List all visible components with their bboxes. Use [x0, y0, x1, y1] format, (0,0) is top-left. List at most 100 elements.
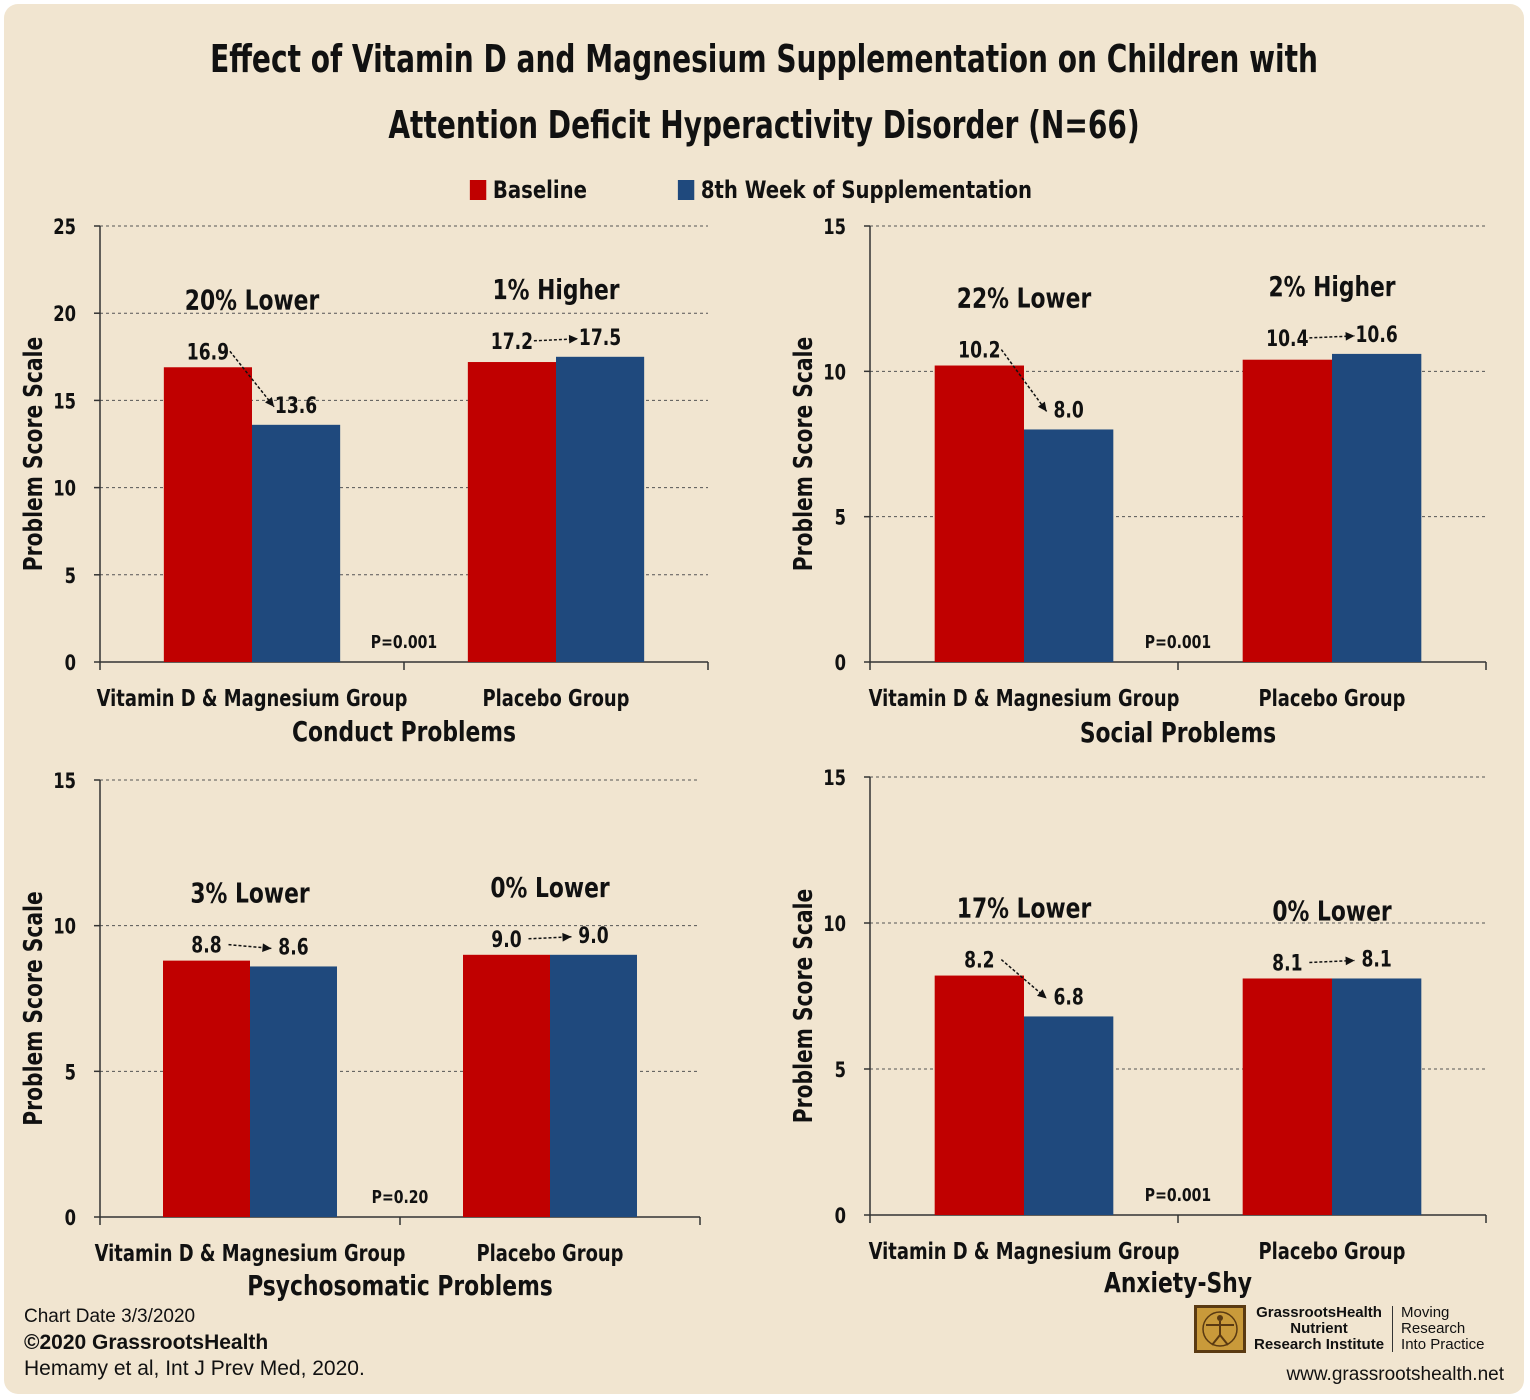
change-arrowhead [568, 334, 579, 344]
y-tick-label: 5 [65, 565, 76, 588]
y-tick-label: 10 [53, 916, 76, 939]
chart-date: Chart Date 3/3/2020 [24, 1306, 196, 1327]
change-label: 20% Lower [185, 284, 320, 316]
change-arrow [229, 350, 275, 408]
panel-title: Anxiety-Shy [1104, 1266, 1252, 1298]
change-label: 0% Lower [1272, 895, 1392, 927]
y-tick-label: 0 [65, 1207, 76, 1230]
chart-title: Effect of Vitamin D and Magnesium Supple… [141, 26, 1387, 158]
y-tick-label: 10 [823, 361, 846, 384]
category-label: Placebo Group [1258, 1238, 1405, 1265]
data-label-baseline: 8.2 [964, 947, 994, 973]
y-tick-label: 15 [823, 767, 846, 790]
change-arrowhead [265, 397, 275, 407]
change-arrowhead [1345, 956, 1355, 966]
change-label: 1% Higher [492, 273, 620, 305]
panel-title: Conduct Problems [292, 715, 516, 747]
data-label-week8: 9.0 [578, 923, 608, 949]
y-axis-label: Problem Score Scale [789, 337, 819, 571]
logo-name-line-3: Research Institute [1254, 1336, 1385, 1353]
y-tick-label: 0 [835, 652, 846, 675]
y-tick-label: 20 [53, 303, 76, 326]
change-arrowhead [1345, 331, 1355, 341]
title-line-2: Attention Deficit Hyperactivity Disorder… [388, 103, 1140, 147]
change-arrowhead [1037, 401, 1047, 412]
panel-social-problems: 0 5 10 15 Problem Score Scale 10.2 8.0 22% Lowe… [789, 216, 1487, 749]
legend: Baseline 8th Week of Supplementation [4, 170, 1524, 210]
title-line-1: Effect of Vitamin D and Magnesium Supple… [210, 37, 1318, 81]
data-label-week8: 8.0 [1053, 397, 1083, 423]
change-label: 17% Lower [957, 892, 1092, 924]
citation: Hemamy et al, Int J Prev Med, 2020. [24, 1357, 365, 1380]
panel-conduct-problems: 0 5 10 15 20 25 Problem Score Scale 16.9 13.6 20%… [19, 216, 709, 748]
legend-item-baseline: Baseline [469, 176, 587, 204]
bar-baseline-placebo [1242, 978, 1332, 1215]
grassrootshealth-logo: GrassrootsHealth Nutrient Research Insti… [1194, 1302, 1514, 1356]
bar-baseline-vitd-mg [163, 367, 252, 662]
footer-credits: Chart Date 3/3/2020 ©2020 GrassrootsHeal… [24, 1304, 365, 1382]
p-value-label: P=0.20 [372, 1186, 429, 1207]
data-label-week8: 10.6 [1355, 322, 1397, 348]
chart-frame: Effect of Vitamin D and Magnesium Supple… [4, 4, 1524, 1394]
change-arrowhead [562, 932, 572, 942]
legend-swatch-baseline [469, 180, 486, 200]
logo-tagline-line-1: Moving [1401, 1304, 1450, 1321]
category-label: Vitamin D & Magnesium Group [95, 1240, 406, 1267]
bar-baseline-placebo [467, 362, 556, 662]
change-arrowhead [262, 943, 272, 952]
panel-title: Social Problems [1080, 716, 1276, 748]
category-label: Vitamin D & Magnesium Group [97, 685, 408, 712]
category-label: Placebo Group [1258, 685, 1405, 712]
bar-baseline-placebo [463, 954, 550, 1217]
legend-label-week8: 8th Week of Supplementation [701, 176, 1033, 204]
data-label-week8: 8.6 [278, 934, 308, 960]
change-label: 2% Higher [1268, 270, 1396, 302]
bar-baseline-vitd-mg [934, 365, 1024, 662]
logo-name-line-2: Nutrient [1290, 1320, 1348, 1337]
bar-week8-vitd-mg [250, 966, 337, 1217]
bar-week8-vitd-mg [1024, 1016, 1114, 1215]
category-label: Placebo Group [482, 685, 629, 712]
change-label: 22% Lower [957, 282, 1092, 314]
logo-tagline: Moving Research Into Practice [1401, 1305, 1484, 1353]
p-value-label: P=0.001 [1145, 1184, 1211, 1205]
change-arrow [1000, 349, 1048, 412]
y-tick-label: 10 [53, 478, 76, 501]
y-tick-label: 0 [65, 652, 76, 675]
data-label-baseline: 17.2 [491, 329, 533, 355]
logo-name: GrassrootsHealth Nutrient Research Insti… [1254, 1305, 1384, 1353]
y-axis-label: Problem Score Scale [789, 889, 819, 1123]
data-label-baseline: 10.2 [958, 337, 1000, 363]
vitruvian-logo-icon [1194, 1305, 1246, 1353]
legend-item-week8: 8th Week of Supplementation [678, 176, 1033, 204]
copyright: ©2020 GrassrootsHealth [24, 1331, 269, 1354]
bar-week8-placebo [1332, 978, 1422, 1215]
logo-tagline-line-2: Research [1401, 1320, 1466, 1337]
category-label: Vitamin D & Magnesium Group [869, 1238, 1180, 1265]
data-label-week8: 8.1 [1361, 946, 1391, 972]
data-label-week8: 13.6 [275, 393, 317, 419]
bar-baseline-vitd-mg [934, 975, 1024, 1215]
bar-week8-placebo [556, 356, 645, 662]
y-tick-label: 15 [53, 770, 76, 793]
data-label-baseline: 10.4 [1266, 326, 1308, 352]
data-label-baseline: 16.9 [187, 339, 229, 365]
y-tick-label: 25 [53, 216, 76, 239]
panel-psychosomatic-problems: 0 5 10 15 Problem Score Scale 8.8 8.6 3% Lower V… [19, 770, 701, 1302]
data-label-baseline: 8.8 [191, 933, 221, 959]
logo-tagline-line-3: Into Practice [1401, 1336, 1485, 1353]
data-label-baseline: 9.0 [491, 927, 521, 953]
bar-week8-vitd-mg [1024, 429, 1114, 662]
y-tick-label: 5 [835, 1059, 846, 1082]
category-label: Vitamin D & Magnesium Group [869, 685, 1180, 712]
y-tick-label: 0 [835, 1205, 846, 1228]
y-axis-label: Problem Score Scale [19, 891, 49, 1125]
y-tick-label: 15 [53, 391, 76, 414]
category-label: Placebo Group [476, 1240, 623, 1267]
bar-week8-placebo [1332, 353, 1422, 662]
data-label-week8: 6.8 [1053, 984, 1083, 1010]
legend-swatch-week8 [678, 180, 695, 200]
change-arrowhead [1036, 989, 1047, 999]
bar-week8-vitd-mg [252, 424, 341, 662]
legend-label-baseline: Baseline [492, 176, 587, 204]
